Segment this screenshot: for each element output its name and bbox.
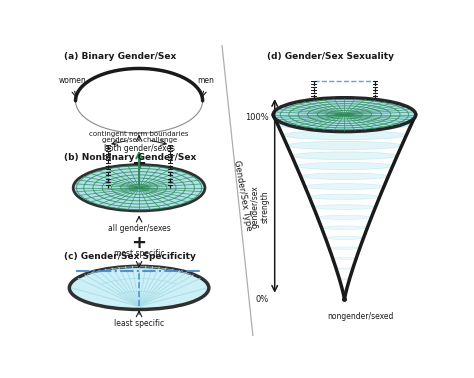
Ellipse shape (278, 120, 411, 130)
Text: gender/sex challenge: gender/sex challenge (101, 137, 177, 143)
Ellipse shape (313, 205, 375, 209)
Text: (d) Gender/Sex Sexuality: (d) Gender/Sex Sexuality (267, 51, 394, 60)
Ellipse shape (309, 194, 380, 200)
Ellipse shape (292, 152, 397, 160)
Text: +: + (132, 234, 146, 252)
Ellipse shape (339, 278, 349, 279)
Text: 0%: 0% (255, 295, 268, 304)
Text: gender/sex
strength: gender/sex strength (251, 186, 270, 228)
Text: +: + (132, 155, 146, 173)
Text: Gender/Sex Type: Gender/Sex Type (232, 160, 254, 231)
Text: women: women (59, 76, 86, 85)
Ellipse shape (321, 226, 367, 229)
Text: 100%: 100% (245, 113, 268, 122)
Ellipse shape (73, 165, 205, 211)
Text: men: men (197, 76, 214, 85)
Text: nongender/sexed: nongender/sexed (327, 312, 393, 321)
Ellipse shape (325, 236, 364, 239)
Ellipse shape (329, 247, 360, 249)
Text: both gender/sexes: both gender/sexes (104, 144, 174, 153)
Text: contingent norm boundaries: contingent norm boundaries (89, 131, 189, 137)
Ellipse shape (342, 289, 346, 290)
Ellipse shape (283, 131, 406, 139)
Ellipse shape (318, 215, 372, 219)
Text: most specific: most specific (114, 249, 164, 258)
Text: (a) Binary Gender/Sex: (a) Binary Gender/Sex (64, 51, 176, 60)
Text: least specific: least specific (114, 319, 164, 328)
Ellipse shape (273, 98, 416, 132)
Ellipse shape (305, 184, 384, 189)
Ellipse shape (287, 141, 402, 150)
Ellipse shape (69, 266, 209, 310)
Ellipse shape (296, 163, 392, 170)
Text: all gender/sexes: all gender/sexes (108, 224, 171, 233)
Ellipse shape (336, 268, 353, 270)
Ellipse shape (301, 173, 388, 180)
Text: (b) Nonbinary Gender/Sex: (b) Nonbinary Gender/Sex (64, 153, 196, 162)
Text: (c) Gender/Sex Specificity: (c) Gender/Sex Specificity (64, 252, 196, 261)
Ellipse shape (333, 257, 356, 259)
